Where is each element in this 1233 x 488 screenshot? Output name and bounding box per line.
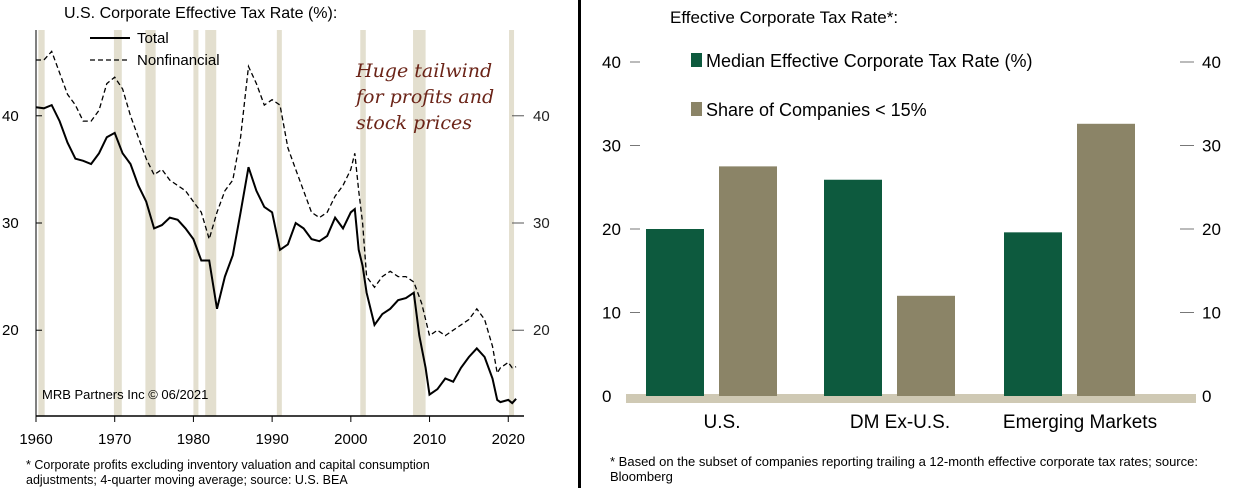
y-tick-label-right-20: 20 — [1202, 220, 1221, 239]
legend-label-total: Total — [137, 30, 169, 47]
left-footnote: * Corporate profits excluding inventory … — [26, 458, 430, 487]
chart-annotation: Huge tailwind for profits and stock pric… — [356, 58, 494, 136]
y-tick-label-right-0: 0 — [1202, 387, 1211, 406]
legend-label-0: Median Effective Corporate Tax Rate (%) — [706, 51, 1033, 71]
recession-band-4 — [205, 30, 217, 416]
recession-band-1 — [113, 30, 122, 416]
right-footnote: * Based on the subset of companies repor… — [610, 454, 1198, 484]
series-line-nonfinancial — [36, 50, 517, 375]
bar-median-0 — [646, 229, 704, 396]
bar-share-0 — [719, 166, 777, 396]
legend-swatch-1 — [691, 102, 702, 116]
bar-median-2 — [1004, 232, 1062, 396]
y-tick-label-right-10: 10 — [1202, 304, 1221, 323]
category-label-0: U.S. — [704, 412, 741, 433]
y-tick-label-left-30: 30 — [2, 215, 19, 232]
recession-band-5 — [276, 30, 282, 416]
bar-share-1 — [897, 295, 955, 396]
x-tick-label-2020: 2020 — [492, 431, 525, 448]
y-tick-label-left-40: 40 — [2, 108, 19, 125]
y-tick-label-left-40: 40 — [602, 53, 621, 72]
x-tick-label-2010: 2010 — [413, 431, 446, 448]
x-tick-label-1990: 1990 — [255, 431, 288, 448]
y-tick-label-right-20: 20 — [533, 322, 550, 339]
left-chart-panel: U.S. Corporate Effective Tax Rate (%): 2… — [0, 0, 576, 488]
category-label-2: Emerging Markets — [1003, 412, 1157, 433]
legend-label-1: Share of Companies < 15% — [706, 100, 927, 120]
bar-chart: 0 0 10 10 20 20 30 30 40 40 U.S. DM Ex-U.S. Emerging… — [602, 51, 1221, 433]
bar-median-1 — [824, 179, 882, 396]
credit-text: MRB Partners Inc © 06/2021 — [42, 387, 209, 402]
series-line-total — [35, 103, 517, 405]
y-tick-label-right-40: 40 — [1202, 53, 1221, 72]
y-tick-label-right-30: 30 — [533, 215, 550, 232]
x-tick-label-1970: 1970 — [98, 431, 131, 448]
x-axis-baseline — [626, 394, 1196, 403]
left-chart-title: U.S. Corporate Effective Tax Rate (%): — [64, 5, 338, 22]
y-tick-label-left-20: 20 — [602, 220, 621, 239]
x-tick-label-1960: 1960 — [19, 431, 52, 448]
annotation-line-3: stock prices — [356, 112, 472, 134]
recession-band-8 — [509, 30, 515, 416]
bar-share-2 — [1077, 123, 1135, 396]
category-label-1: DM Ex-U.S. — [850, 412, 950, 433]
annotation-line-2: for profits and — [356, 86, 495, 108]
recession-band-7 — [413, 30, 426, 416]
y-tick-label-left-10: 10 — [602, 304, 621, 323]
right-chart-panel: Effective Corporate Tax Rate*: 0 0 10 10 20 2… — [584, 0, 1233, 488]
y-tick-label-right-30: 30 — [1202, 137, 1221, 156]
x-tick-label-2000: 2000 — [334, 431, 367, 448]
annotation-line-1: Huge tailwind — [356, 60, 493, 82]
legend-swatch-0 — [691, 53, 702, 67]
recession-band-3 — [193, 30, 199, 416]
right-chart-title: Effective Corporate Tax Rate*: — [670, 8, 899, 27]
y-tick-label-left-30: 30 — [602, 137, 621, 156]
x-tick-label-1980: 1980 — [177, 431, 210, 448]
recession-band-2 — [145, 30, 156, 416]
legend-label-nonfinancial: Nonfinancial — [137, 52, 220, 69]
y-tick-label-left-0: 0 — [602, 387, 611, 406]
y-tick-label-right-40: 40 — [533, 108, 550, 125]
y-tick-label-left-20: 20 — [2, 322, 19, 339]
panel-divider — [578, 0, 581, 488]
